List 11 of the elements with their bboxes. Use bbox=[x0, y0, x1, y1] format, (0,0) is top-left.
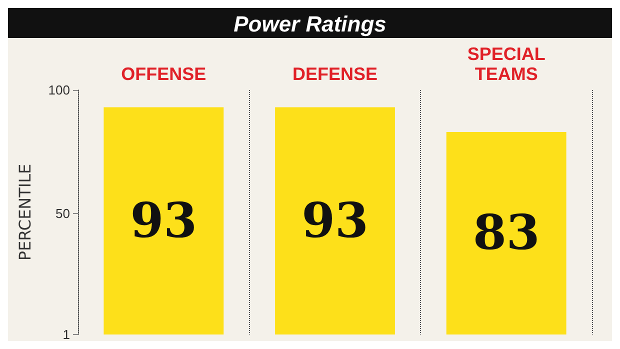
data-label: 93 bbox=[302, 192, 368, 249]
data-label: 93 bbox=[130, 192, 198, 249]
chart-title: Power Ratings bbox=[234, 12, 386, 36]
x-tick-label: SPECIAL TEAMS bbox=[467, 44, 546, 84]
y-tick-label: 100 bbox=[48, 82, 70, 98]
y-tick-label: 50 bbox=[56, 206, 70, 221]
x-tick-label: OFFENSE bbox=[121, 64, 206, 84]
data-label: 83 bbox=[472, 205, 540, 262]
y-tick-label: 1 bbox=[62, 327, 70, 342]
x-tick-label: DEFENSE bbox=[292, 64, 378, 84]
y-axis-title: PERCENTILE bbox=[16, 164, 34, 261]
